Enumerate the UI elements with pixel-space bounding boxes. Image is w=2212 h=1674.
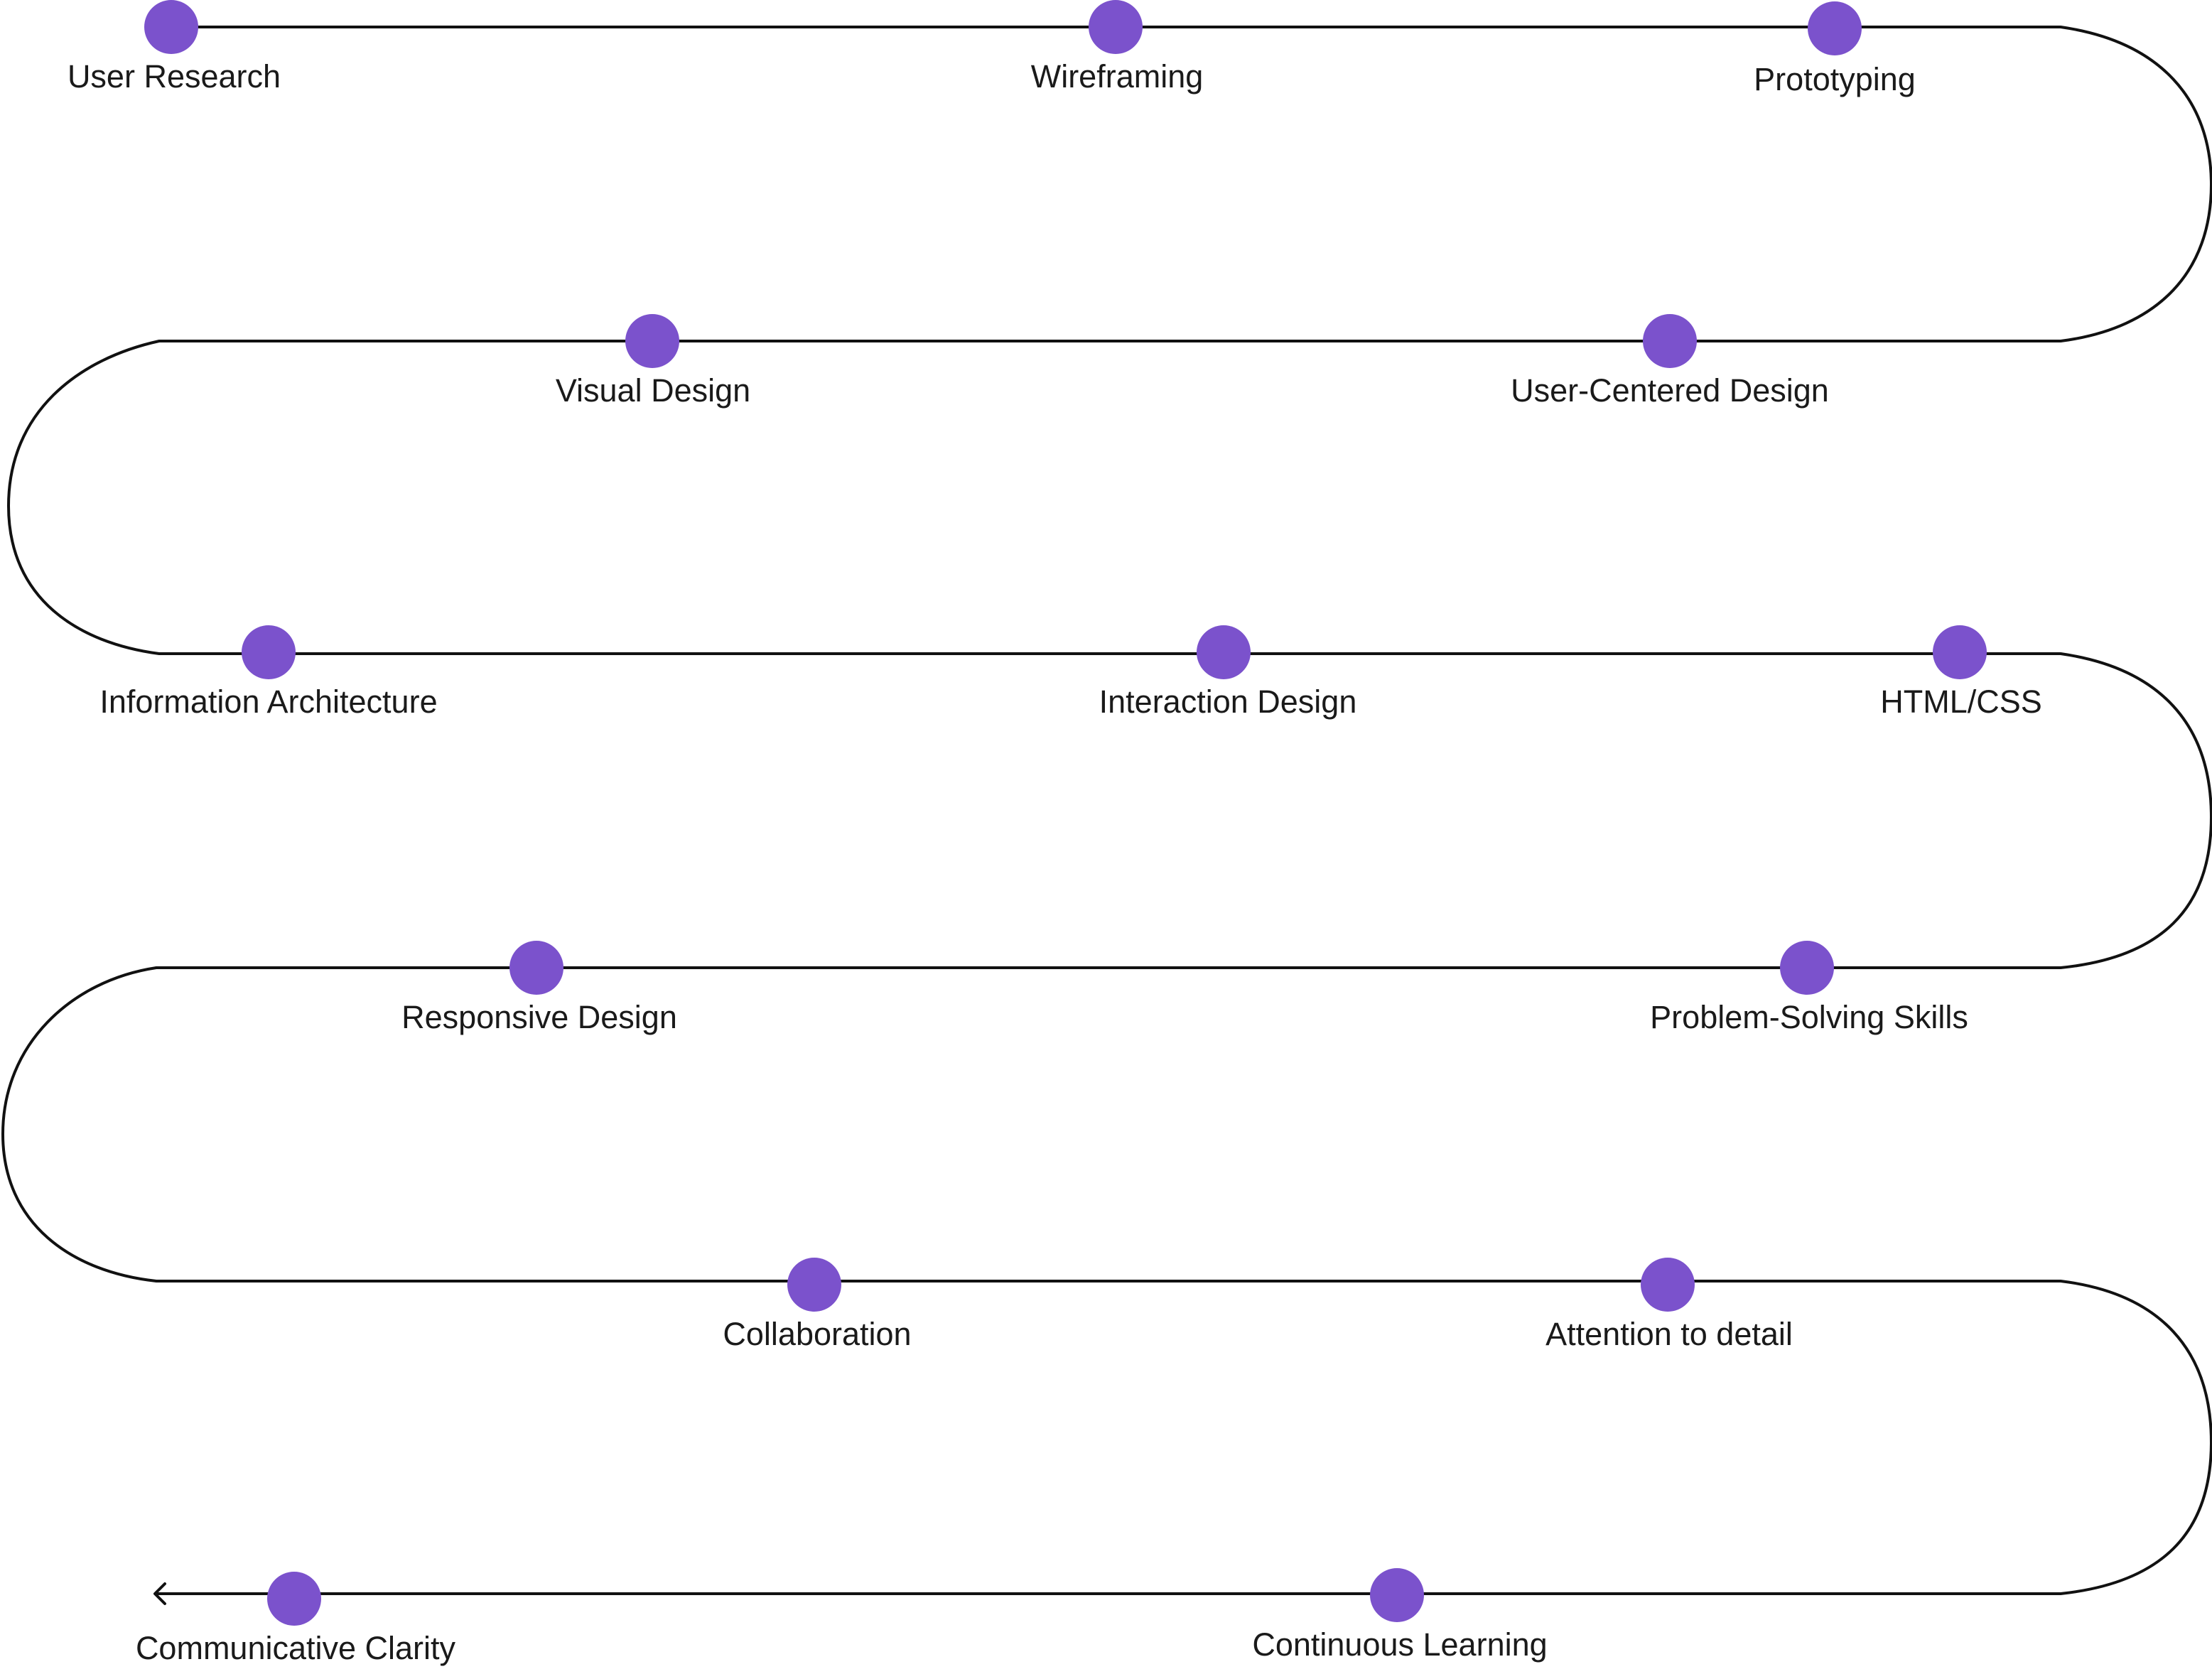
milestone-dot xyxy=(242,625,296,679)
milestone: Collaboration xyxy=(723,1258,912,1352)
milestone-label: HTML/CSS xyxy=(1880,684,2042,720)
milestone: Wireframing xyxy=(1031,0,1204,94)
milestone-label: User-Centered Design xyxy=(1511,372,1829,409)
milestone: Problem-Solving Skills xyxy=(1650,941,1968,1035)
milestone-dot xyxy=(509,941,563,995)
milestone: Continuous Learning xyxy=(1252,1568,1548,1663)
milestone-label: User Research xyxy=(68,58,281,94)
milestone-dot xyxy=(267,1572,321,1626)
milestone-label: Communicative Clarity xyxy=(136,1630,456,1666)
milestone: Information Architecture xyxy=(99,625,438,720)
milestone-label: Prototyping xyxy=(1754,61,1916,97)
milestone: User Research xyxy=(68,0,281,94)
milestone-dot xyxy=(144,0,198,54)
arrow-left-icon xyxy=(153,1582,166,1605)
milestone: User-Centered Design xyxy=(1511,314,1829,409)
milestone: HTML/CSS xyxy=(1880,625,2042,720)
milestone-dot xyxy=(1808,1,1862,55)
milestone-dot xyxy=(625,314,679,368)
roadmap-path xyxy=(1,26,2212,1595)
milestone: Interaction Design xyxy=(1099,625,1357,720)
milestone: Prototyping xyxy=(1754,1,1916,97)
milestone-label: Responsive Design xyxy=(401,999,677,1035)
milestone-dot xyxy=(1780,941,1834,995)
milestone-label: Continuous Learning xyxy=(1252,1626,1547,1663)
milestone-label: Wireframing xyxy=(1031,58,1204,94)
milestone: Visual Design xyxy=(556,314,750,409)
milestone-dot xyxy=(787,1258,841,1312)
milestone: Responsive Design xyxy=(401,941,677,1035)
milestones: User Research Wireframing Prototyping Visua… xyxy=(68,0,2042,1666)
milestone-label: Problem-Solving Skills xyxy=(1650,999,1968,1035)
milestone-label: Collaboration xyxy=(723,1316,911,1352)
milestone-label: Attention to detail xyxy=(1545,1316,1793,1352)
milestone: Attention to detail xyxy=(1545,1258,1793,1352)
milestone-label: Information Architecture xyxy=(99,684,437,720)
milestone: Communicative Clarity xyxy=(136,1572,456,1666)
milestone-dot xyxy=(1197,625,1251,679)
milestone-dot xyxy=(1643,314,1697,368)
milestone-dot xyxy=(1370,1568,1424,1622)
milestone-dot xyxy=(1933,625,1987,679)
milestone-label: Interaction Design xyxy=(1099,684,1357,720)
milestone-dot xyxy=(1641,1258,1695,1312)
milestone-dot xyxy=(1089,0,1143,54)
milestone-label: Visual Design xyxy=(556,372,750,409)
